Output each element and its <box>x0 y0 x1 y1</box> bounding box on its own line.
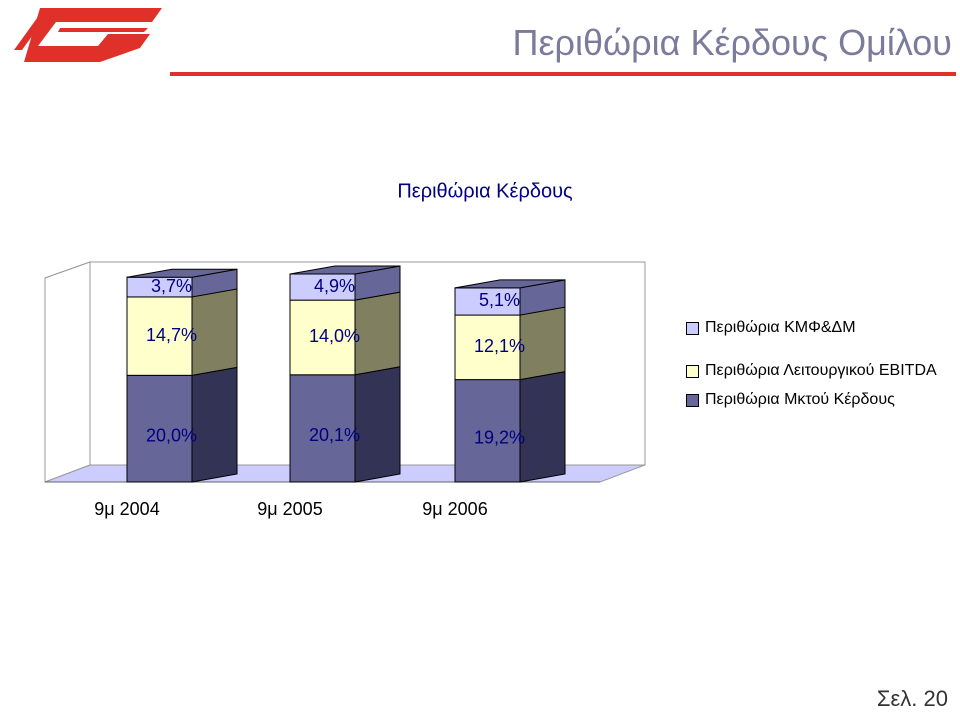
value-label: 14,0% <box>309 326 360 346</box>
bar-side <box>519 371 566 483</box>
value-label: 19,2% <box>474 428 525 448</box>
bar-segment <box>454 379 521 483</box>
legend: Περιθώρια ΚΜΦ&ΔΜ Περιθώρια Λειτουργικού E… <box>686 318 956 419</box>
value-label: 14,7% <box>146 325 197 345</box>
header-rule <box>170 72 956 76</box>
x-tick-label: 9μ 2004 <box>94 499 159 519</box>
bar-top <box>126 268 238 278</box>
bar-segment <box>126 296 193 376</box>
bar-side <box>191 366 238 483</box>
x-tick-label: 9μ 2005 <box>257 499 322 519</box>
legend-item: Περιθώρια Λειτουργικού EBITDA <box>686 361 956 380</box>
value-label: 20,1% <box>309 425 360 445</box>
logo <box>14 8 162 62</box>
page-title: Περιθώρια Κέρδους Ομίλου <box>512 22 953 63</box>
bar-side <box>519 306 566 381</box>
value-label: 12,1% <box>474 336 525 356</box>
legend-label: Περιθώρια Μκτού Κέρδους <box>705 391 895 408</box>
bar-side <box>354 291 401 376</box>
legend-item: Περιθώρια Μκτού Κέρδους <box>686 390 956 409</box>
value-label: 20,0% <box>146 425 197 445</box>
value-label: 5,1% <box>479 290 520 310</box>
x-tick-label: 9μ 2006 <box>422 499 487 519</box>
legend-label: Περιθώρια ΚΜΦ&ΔΜ <box>705 319 856 336</box>
chart-title: Περιθώρια Κέρδους <box>397 180 573 202</box>
bar-top <box>289 265 401 275</box>
legend-item: Περιθώρια ΚΜΦ&ΔΜ <box>686 318 956 337</box>
legend-swatch <box>686 322 699 335</box>
legend-swatch <box>686 365 699 378</box>
legend-swatch <box>686 394 699 407</box>
legend-label: Περιθώρια Λειτουργικού EBITDA <box>705 362 937 379</box>
side-wall <box>44 261 91 483</box>
value-label: 3,7% <box>151 276 192 296</box>
value-label: 4,9% <box>314 276 355 296</box>
page-number: Σελ. 20 <box>876 686 948 711</box>
bar-segment <box>454 314 521 381</box>
bar-top <box>454 279 566 289</box>
bar-side <box>354 366 401 483</box>
bar-segment <box>289 374 356 483</box>
bar-segment <box>289 273 356 301</box>
bar-side <box>191 288 238 376</box>
